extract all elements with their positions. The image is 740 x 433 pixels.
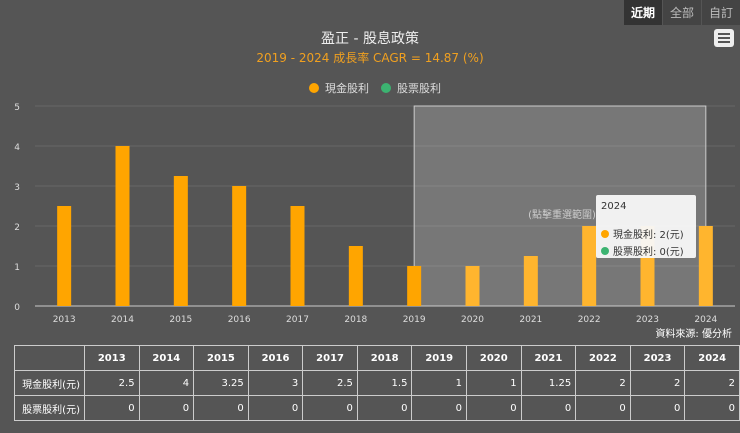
table-cell: 2 (684, 370, 740, 396)
x-tick-label: 2014 (111, 315, 134, 325)
table-cell: 2.5 (83, 370, 140, 396)
table-cell: 2020 (466, 345, 522, 371)
table-cell: 0 (83, 395, 140, 421)
table-header-row: 2013 2014 2015 2016 2017 2018 2019 2020 2021 2022… (14, 345, 740, 371)
y-tick-label: 1 (14, 263, 20, 273)
bar-cash-2022 (582, 226, 597, 306)
bar-cash-2024 (698, 226, 713, 306)
table-cell: 0 (302, 395, 358, 421)
table-cell: 0 (356, 395, 413, 421)
x-tick-label: 2020 (461, 315, 484, 325)
data-table: 2013 2014 2015 2016 2017 2018 2019 2020 2021 2022… (14, 345, 740, 421)
data-source: 資料來源: 優分析 (655, 329, 732, 340)
tooltip-year: 2024 (601, 201, 627, 212)
table-cell: 0 (138, 395, 195, 421)
tooltip-stock: 股票股利: 0(元) (613, 247, 684, 258)
x-tick-label: 2013 (53, 315, 76, 325)
table-cell: 2016 (247, 345, 304, 371)
legend-stock-dot (381, 83, 391, 93)
range-buttons: 近期 全部 自訂 (622, 0, 740, 25)
tooltip: 2024 現金股利: 2(元) 股票股利: 0(元) (596, 195, 696, 258)
y-tick-label: 3 (14, 183, 20, 193)
bar-cash-2013 (57, 206, 72, 306)
y-tick-label: 2 (14, 223, 20, 233)
x-tick-label: 2016 (228, 315, 251, 325)
x-tick-label: 2019 (403, 315, 426, 325)
table-cell: 2017 (302, 345, 358, 371)
table-cell: 0 (466, 395, 522, 421)
table-cell: 0 (411, 395, 468, 421)
x-tick-label: 2022 (578, 315, 601, 325)
row-label: 現金股利(元) (14, 370, 85, 396)
table-cell: 0 (684, 395, 740, 421)
bar-cash-2021 (523, 256, 538, 306)
table-cell: 2014 (138, 345, 195, 371)
x-tick-label: 2021 (519, 315, 542, 325)
table-cell: 2 (629, 370, 686, 396)
table-cell: 0 (193, 395, 249, 421)
range-all-button[interactable]: 全部 (661, 0, 701, 25)
x-tick-label: 2024 (694, 315, 717, 325)
row-label (14, 345, 85, 371)
row-label: 股票股利(元) (14, 395, 85, 421)
y-tick-label: 0 (14, 303, 20, 313)
bar-cash-2015 (173, 176, 188, 306)
table-cell: 1 (411, 370, 468, 396)
table-row: 股票股利(元) 0 0 0 0 0 0 0 0 0 0 0 0 (14, 395, 740, 421)
table-cell: 3.25 (193, 370, 249, 396)
table-cell: 2021 (520, 345, 577, 371)
hamburger-menu-icon[interactable] (714, 29, 734, 47)
chart-subtitle: 2019 - 2024 成長率 CAGR = 14.87 (%) (256, 51, 484, 65)
reset-zoom-link[interactable]: (點擊重選範圍) (528, 208, 596, 221)
table-cell: 2024 (684, 345, 740, 371)
table-row: 現金股利(元) 2.5 4 3.25 3 2.5 1.5 1 1 1.25 2 2 2 (14, 370, 740, 396)
bar-cash-2017 (290, 206, 305, 306)
bar-cash-2016 (232, 186, 247, 306)
table-cell: 2013 (83, 345, 140, 371)
x-tick-label: 2018 (344, 315, 367, 325)
tooltip-cash: 現金股利: 2(元) (613, 230, 684, 241)
bar-cash-2020 (465, 266, 480, 306)
table-cell: 1.5 (356, 370, 413, 396)
chart-title: 盈正 - 股息政策 (321, 31, 419, 47)
x-tick-label: 2023 (636, 315, 659, 325)
table-cell: 3 (247, 370, 304, 396)
chart-plot: 0 1 2 3 4 5 (點擊重選範圍) 2013 2014 2015 2016 2017 2018… (14, 103, 735, 325)
y-tick-label: 5 (14, 103, 20, 113)
legend-cash[interactable]: 現金股利 (309, 80, 369, 96)
table-cell: 2.5 (302, 370, 358, 396)
legend-cash-dot (309, 83, 319, 93)
table-cell: 0 (575, 395, 631, 421)
bar-cash-2014 (115, 146, 130, 306)
range-recent-button[interactable]: 近期 (622, 0, 662, 25)
legend-stock[interactable]: 股票股利 (381, 80, 441, 96)
table-cell: 4 (138, 370, 195, 396)
x-tick-label: 2017 (286, 315, 309, 325)
legend-cash-label: 現金股利 (325, 82, 369, 95)
table-cell: 0 (520, 395, 577, 421)
table-cell: 2023 (629, 345, 686, 371)
table-cell: 2018 (356, 345, 413, 371)
table-cell: 1.25 (520, 370, 577, 396)
table-cell: 2015 (193, 345, 249, 371)
x-tick-label: 2015 (169, 315, 192, 325)
y-tick-label: 4 (14, 143, 20, 153)
table-cell: 1 (466, 370, 522, 396)
table-cell: 0 (247, 395, 304, 421)
table-cell: 2022 (575, 345, 631, 371)
bar-cash-2018 (348, 246, 363, 306)
range-custom-button[interactable]: 自訂 (700, 0, 740, 25)
table-cell: 2019 (411, 345, 468, 371)
legend-stock-label: 股票股利 (397, 82, 441, 95)
table-cell: 0 (629, 395, 686, 421)
bar-cash-2019 (407, 266, 422, 306)
table-cell: 2 (575, 370, 631, 396)
